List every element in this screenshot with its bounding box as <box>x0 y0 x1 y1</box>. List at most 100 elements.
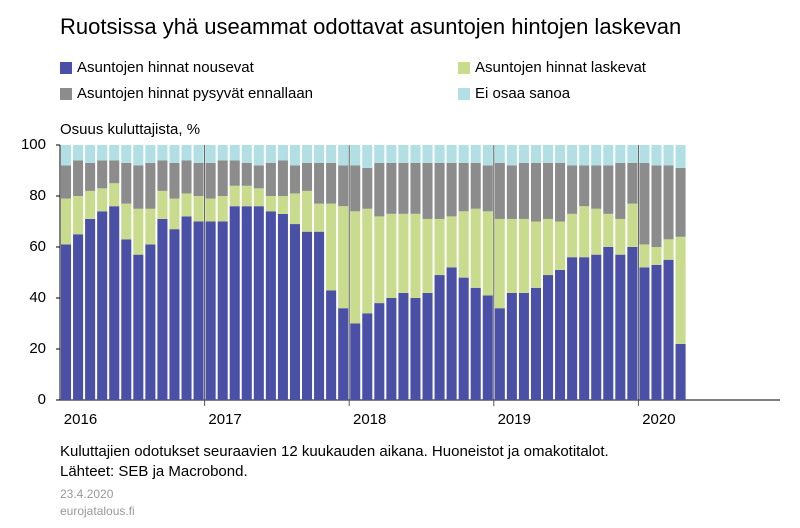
y-tick-label: 80 <box>29 187 46 204</box>
bar-segment <box>253 165 264 189</box>
bar-segment <box>181 160 192 194</box>
bar-segment <box>109 145 120 161</box>
bar-segment <box>193 196 204 222</box>
bar-segment <box>157 218 168 400</box>
bar-segment <box>506 218 517 293</box>
bar-segment <box>61 165 72 199</box>
bar-segment <box>229 160 240 186</box>
bar-segment <box>85 145 96 163</box>
bar-segment <box>193 162 204 196</box>
bar-segment <box>169 162 180 199</box>
bar-segment <box>61 244 72 400</box>
bar-segment <box>386 298 397 400</box>
bar-segment <box>639 267 650 400</box>
bar-segment <box>482 145 493 166</box>
bar-segment <box>675 236 686 344</box>
bar-segment <box>338 165 349 207</box>
bar-segment <box>386 213 397 298</box>
legend-swatch <box>60 62 72 74</box>
y-tick-label: 60 <box>29 238 46 255</box>
bar-segment <box>109 160 120 184</box>
bar-segment <box>591 208 602 255</box>
bar-segment <box>229 206 240 400</box>
bar-segment <box>422 292 433 400</box>
bar-segment <box>398 292 409 400</box>
bar-segment <box>145 208 156 245</box>
bar-segment <box>314 162 325 204</box>
bar-segment <box>470 287 481 400</box>
bar-segment <box>229 185 240 207</box>
y-tick-label: 40 <box>29 289 46 306</box>
bar-segment <box>518 292 529 400</box>
x-tick-label: 2017 <box>208 411 241 428</box>
bar-segment <box>181 145 192 161</box>
chart-title: Ruotsissa yhä useammat odottavat asuntoj… <box>60 14 681 39</box>
bar-segment <box>422 218 433 293</box>
bar-segment <box>615 254 626 400</box>
bar-segment <box>109 183 120 207</box>
bar-segment <box>446 145 457 163</box>
bar-segment <box>543 275 554 400</box>
bar-segment <box>651 145 662 166</box>
bar-segment <box>374 145 385 163</box>
bar-segment <box>615 162 626 219</box>
bar-segment <box>591 165 602 209</box>
x-tick-label: 2016 <box>64 411 97 428</box>
bar-segment <box>277 160 288 196</box>
legend-swatch <box>458 62 470 74</box>
bar-segment <box>265 196 276 212</box>
bar-segment <box>205 145 216 163</box>
bar-segment <box>579 145 590 166</box>
bar-segment <box>241 162 252 186</box>
bar-segment <box>362 145 373 168</box>
bar-segment <box>97 188 108 212</box>
bar-segment <box>157 145 168 161</box>
legend-label: Asuntojen hinnat nousevat <box>77 59 255 76</box>
bar-segment <box>422 145 433 163</box>
bar-segment <box>253 188 264 207</box>
legend-label: Ei osaa sanoa <box>475 85 571 102</box>
bar-segment <box>543 162 554 219</box>
bar-segment <box>350 165 361 212</box>
bar-segment <box>434 218 445 276</box>
bar-segment <box>133 165 144 209</box>
bar-segment <box>651 264 662 400</box>
y-tick-label: 100 <box>21 136 46 153</box>
bar-segment <box>591 254 602 400</box>
bar-segment <box>482 211 493 296</box>
bar-segment <box>73 234 84 400</box>
bar-segment <box>627 203 638 247</box>
legend-label: Asuntojen hinnat pysyvät ennallaan <box>77 85 313 102</box>
bar-segment <box>627 162 638 204</box>
bar-segment <box>410 145 421 163</box>
date: 23.4.2020 <box>60 487 114 501</box>
bar-segment <box>579 257 590 400</box>
bar-segment <box>326 203 337 291</box>
bar-segment <box>133 145 144 166</box>
bar-segment <box>446 162 457 217</box>
bar-segment <box>338 308 349 400</box>
bar-segment <box>302 145 313 163</box>
bar-segment <box>121 239 132 400</box>
bar-segment <box>518 218 529 293</box>
bar-segment <box>205 221 216 400</box>
bar-segment <box>470 162 481 209</box>
bar-segment <box>494 162 505 219</box>
bar-segment <box>663 165 674 240</box>
bar-segment <box>97 145 108 161</box>
bar-segment <box>121 145 132 163</box>
bar-segment <box>446 267 457 400</box>
bar-segment <box>362 208 373 314</box>
bar-segment <box>157 190 168 219</box>
bar-segment <box>289 145 300 166</box>
bar-segment <box>85 190 96 219</box>
bar-segment <box>289 224 300 400</box>
legend-label: Asuntojen hinnat laskevat <box>475 59 647 76</box>
legend-swatch <box>458 88 470 100</box>
bar-segment <box>193 145 204 163</box>
bar-segment <box>543 218 554 276</box>
bar-segment <box>121 162 132 204</box>
bar-segment <box>338 145 349 166</box>
bar-segment <box>603 213 614 247</box>
bar-segment <box>639 145 650 163</box>
